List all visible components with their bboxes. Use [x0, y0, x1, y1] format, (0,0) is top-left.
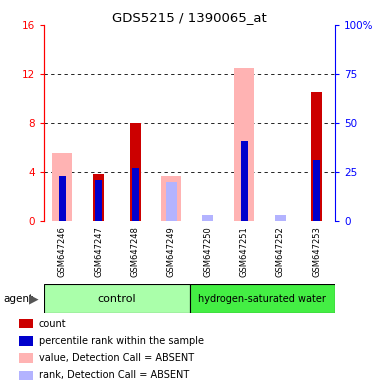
Text: GSM647252: GSM647252: [276, 226, 285, 276]
Text: GSM647249: GSM647249: [167, 226, 176, 276]
Text: rank, Detection Call = ABSENT: rank, Detection Call = ABSENT: [39, 370, 189, 381]
Text: GSM647251: GSM647251: [239, 226, 249, 276]
Text: ▶: ▶: [29, 292, 38, 305]
Text: percentile rank within the sample: percentile rank within the sample: [39, 336, 204, 346]
Bar: [130, 123, 141, 221]
Bar: [234, 68, 254, 221]
Bar: [19, 353, 33, 363]
Bar: [275, 215, 286, 221]
Text: GSM647253: GSM647253: [312, 226, 321, 277]
Bar: [161, 175, 181, 221]
Bar: [59, 176, 66, 221]
Bar: [19, 336, 33, 346]
Bar: [166, 182, 177, 221]
Bar: [19, 371, 33, 380]
Bar: [52, 154, 72, 221]
Text: GSM647250: GSM647250: [203, 226, 212, 276]
Text: value, Detection Call = ABSENT: value, Detection Call = ABSENT: [39, 353, 194, 363]
Bar: [311, 92, 322, 221]
Bar: [241, 141, 248, 221]
Text: GSM647248: GSM647248: [131, 226, 140, 277]
Text: hydrogen-saturated water: hydrogen-saturated water: [198, 293, 326, 304]
Title: GDS5215 / 1390065_at: GDS5215 / 1390065_at: [112, 11, 267, 24]
Bar: [132, 168, 139, 221]
Text: GSM647247: GSM647247: [94, 226, 103, 277]
Bar: [19, 319, 33, 328]
Bar: [95, 180, 102, 221]
Text: agent: agent: [4, 293, 34, 304]
Bar: [202, 215, 213, 221]
Text: GSM647246: GSM647246: [58, 226, 67, 277]
Text: count: count: [39, 318, 67, 329]
Bar: [44, 284, 190, 313]
Bar: [190, 284, 335, 313]
Bar: [313, 160, 320, 221]
Bar: [93, 174, 104, 221]
Text: control: control: [98, 293, 136, 304]
